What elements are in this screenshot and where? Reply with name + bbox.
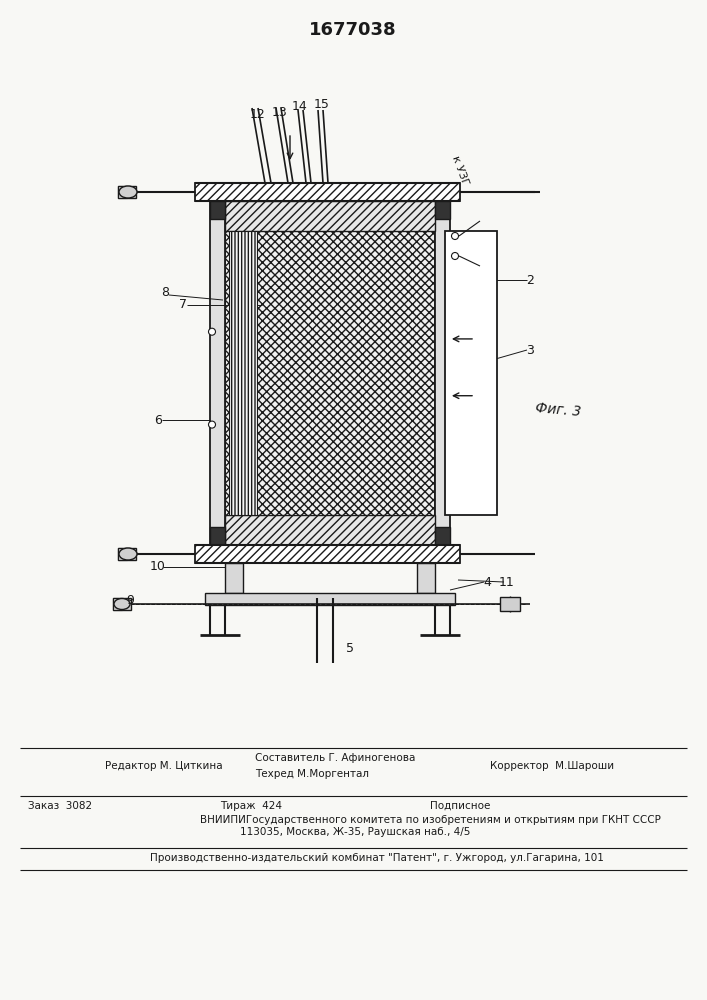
Bar	[225, 201, 435, 231]
Text: Производственно-издательский комбинат "Патент", г. Ужгород, ул.Гагарина, 101: Производственно-издательский комбинат "П…	[150, 853, 604, 863]
Bar	[417, 563, 435, 593]
Text: 4: 4	[483, 576, 491, 588]
Text: 14: 14	[292, 100, 308, 112]
Bar	[195, 183, 460, 201]
Bar	[210, 201, 225, 219]
Text: Корректор  М.Шароши: Корректор М.Шароши	[490, 761, 614, 771]
Text: 3: 3	[526, 344, 534, 357]
Text: 6: 6	[154, 414, 162, 426]
Bar	[225, 201, 435, 545]
Bar	[500, 597, 520, 611]
Bar	[210, 201, 225, 545]
Text: 7: 7	[179, 298, 187, 312]
Text: Подписное: Подписное	[430, 801, 491, 811]
Ellipse shape	[119, 186, 137, 198]
Bar	[118, 548, 127, 560]
Text: Заказ  3082: Заказ 3082	[28, 801, 92, 811]
Bar	[435, 527, 450, 545]
Bar	[210, 527, 225, 545]
Bar	[435, 201, 450, 545]
Bar	[225, 515, 435, 545]
Text: 15: 15	[314, 99, 330, 111]
Text: к УЗГ: к УЗГ	[450, 154, 470, 186]
Ellipse shape	[452, 252, 459, 259]
Text: ВНИИПИГосударственного комитета по изобретениям и открытиям при ГКНТ СССР: ВНИИПИГосударственного комитета по изобр…	[200, 815, 661, 825]
Text: 12: 12	[250, 108, 266, 121]
Bar	[445, 231, 497, 515]
Bar	[118, 548, 136, 560]
Text: 8: 8	[161, 286, 169, 298]
Text: Техред М.Моргентал: Техред М.Моргентал	[255, 769, 369, 779]
Ellipse shape	[114, 598, 130, 609]
Bar	[205, 593, 455, 605]
Bar	[118, 186, 136, 198]
Ellipse shape	[209, 328, 216, 335]
Text: Редактор М. Циткина: Редактор М. Циткина	[105, 761, 223, 771]
Text: 9: 9	[126, 593, 134, 606]
Bar	[118, 186, 127, 198]
Text: 13: 13	[272, 105, 288, 118]
Text: 1677038: 1677038	[309, 21, 397, 39]
Text: 11: 11	[499, 576, 515, 588]
Text: 113035, Москва, Ж-35, Раушская наб., 4/5: 113035, Москва, Ж-35, Раушская наб., 4/5	[240, 827, 470, 837]
Ellipse shape	[452, 232, 459, 239]
Text: 10: 10	[150, 560, 166, 574]
Text: 2: 2	[526, 273, 534, 286]
Text: Составитель Г. Афиногенова: Составитель Г. Афиногенова	[255, 753, 416, 763]
Bar	[113, 598, 131, 610]
Text: Фиг. 3: Фиг. 3	[534, 401, 581, 419]
Text: 5: 5	[346, 642, 354, 654]
Ellipse shape	[119, 548, 137, 560]
Bar	[229, 231, 257, 515]
Bar	[225, 563, 243, 593]
Bar	[113, 598, 122, 610]
Text: Тираж  424: Тираж 424	[220, 801, 282, 811]
Ellipse shape	[209, 421, 216, 428]
Bar	[435, 201, 450, 219]
Bar	[195, 545, 460, 563]
